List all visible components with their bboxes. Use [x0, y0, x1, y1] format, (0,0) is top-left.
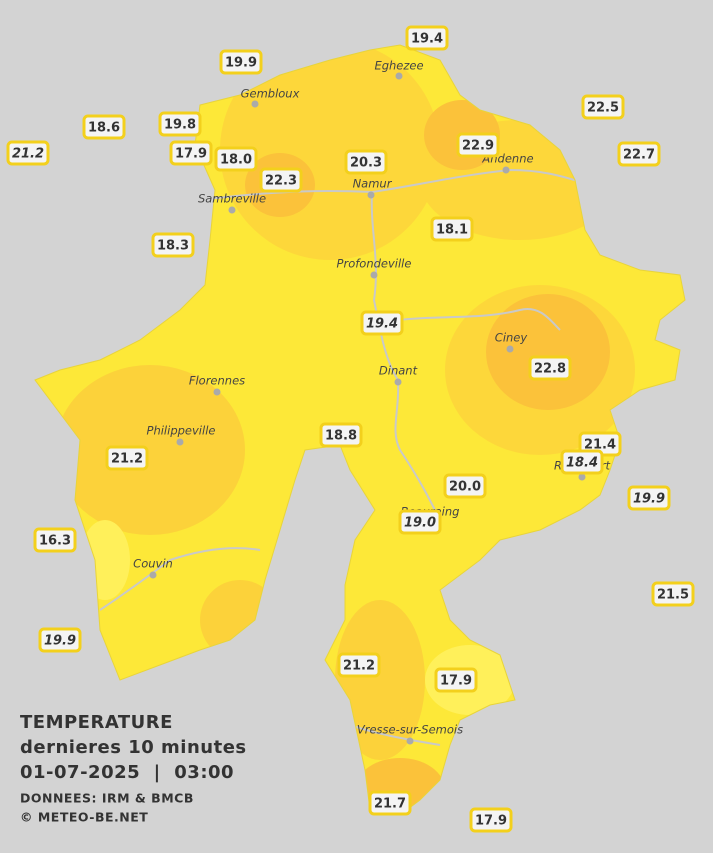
city-label: Philippeville [147, 424, 216, 438]
station-value: 18.4 [566, 456, 598, 471]
station-value: 21.5 [657, 588, 689, 603]
station-value: 21.2 [12, 147, 44, 162]
station-value: 22.3 [265, 174, 297, 189]
city-dot [228, 206, 236, 214]
city-label: Couvin [133, 557, 173, 571]
legend-datetime: 01-07-2025 | 03:00 [20, 762, 234, 783]
city-dot [213, 388, 221, 396]
station-value: 19.9 [44, 634, 76, 649]
station-value: 18.3 [157, 239, 189, 254]
station-box [344, 149, 388, 175]
cities: EghezeeGemblouxAndenneNamurSambrevillePr… [133, 59, 611, 745]
city-label: Profondeville [337, 257, 412, 271]
station-box [319, 422, 363, 448]
city-label: Vresse-sur-Semois [357, 723, 463, 737]
station-box [456, 132, 500, 158]
station-value: 21.4 [584, 438, 616, 453]
legend-subtitle: dernieres 10 minutes [20, 737, 247, 758]
city-dot [395, 72, 403, 80]
city-label: Florennes [189, 374, 245, 388]
legend-source: DONNEES: IRM & BMCB [20, 791, 194, 806]
station-value: 19.9 [225, 56, 257, 71]
city-dot [394, 378, 402, 386]
station-box [434, 667, 478, 693]
station-box [528, 355, 572, 381]
station-value: 19.8 [164, 118, 196, 133]
station-box [430, 216, 474, 242]
station-box [259, 167, 303, 193]
station-value: 21.2 [111, 452, 143, 467]
station-box [151, 232, 195, 258]
station-box [219, 49, 263, 75]
station-value: 18.1 [436, 223, 468, 238]
station-value: 22.9 [462, 139, 494, 154]
station-box [651, 581, 695, 607]
station-box [38, 627, 82, 653]
city-dot [506, 345, 514, 353]
station-value: 18.0 [220, 153, 252, 168]
station-box [158, 111, 202, 137]
station-box [627, 485, 671, 511]
city-dot [578, 473, 586, 481]
station-value: 22.7 [623, 148, 655, 163]
station-value: 22.8 [534, 362, 566, 377]
station-value: 16.3 [39, 534, 71, 549]
station-value: 20.3 [350, 156, 382, 171]
legend: TEMPERATURE dernieres 10 minutes 01-07-2… [20, 712, 247, 825]
station-box [398, 509, 442, 535]
city-dot [367, 191, 375, 199]
city-dot [149, 571, 157, 579]
station-value: 21.7 [374, 797, 406, 812]
city-label: Eghezee [374, 59, 423, 73]
station-value: 19.0 [404, 516, 436, 531]
city-label: Ciney [495, 331, 528, 345]
station-value: 17.9 [475, 814, 507, 829]
station-value: 17.9 [175, 147, 207, 162]
station-box [337, 652, 381, 678]
station-box [82, 114, 126, 140]
station-value: 17.9 [440, 674, 472, 689]
station-box [360, 310, 404, 336]
station-box [469, 807, 513, 833]
station-box [6, 140, 50, 166]
station-value: 18.6 [88, 121, 120, 136]
station-box [214, 146, 258, 172]
station-box [581, 94, 625, 120]
city-label: Namur [353, 177, 393, 191]
station-box [405, 25, 449, 51]
station-box [443, 473, 487, 499]
city-dot [176, 438, 184, 446]
station-value: 20.0 [449, 480, 481, 495]
city-dot [251, 100, 259, 108]
station-box [617, 141, 661, 167]
station-value: 19.9 [633, 492, 665, 507]
city-dot [370, 271, 378, 279]
station-box [105, 445, 149, 471]
station-box [33, 527, 77, 553]
station-box [169, 140, 213, 166]
station-box [368, 790, 412, 816]
legend-title: TEMPERATURE [20, 712, 173, 733]
legend-copyright: © METEO-BE.NET [20, 810, 148, 825]
station-box [560, 449, 604, 475]
city-dot [502, 166, 510, 174]
city-label: Sambreville [198, 192, 266, 206]
stations: 19.4 19.9 22.5 18.6 19.8 21.2 17.9 18.0 22.3 20.3… [6, 25, 695, 833]
city-dot [406, 737, 414, 745]
station-value: 19.4 [411, 32, 443, 47]
station-value: 21.2 [343, 659, 375, 674]
city-label: Dinant [379, 364, 418, 378]
city-label: Gembloux [241, 87, 300, 101]
station-value: 22.5 [587, 101, 619, 116]
station-value: 19.4 [366, 317, 398, 332]
station-value: 18.8 [325, 429, 357, 444]
